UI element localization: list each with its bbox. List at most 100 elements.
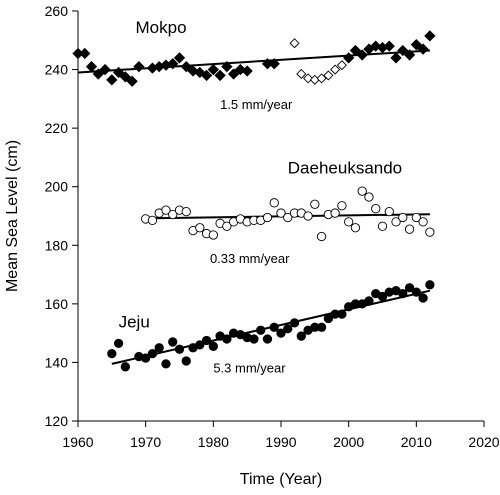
data-point-mokpo [221,61,233,73]
data-point-jeju [411,287,421,297]
data-point-daeheuksando [404,224,415,234]
data-point-jeju [174,344,185,354]
data-point-jeju [195,340,205,350]
data-point-mokpo [126,75,138,87]
data-point-mokpo [85,61,98,73]
data-point-jeju [208,341,218,351]
data-point-mokpo [167,58,179,70]
data-point-daeheuksando [371,204,381,214]
x-tick-label: 2000 [333,434,364,450]
data-point-jeju [283,324,293,334]
data-point-daeheuksando [276,208,286,218]
data-point-daeheuksando [147,215,158,226]
data-point-mokpo [383,40,395,52]
data-point-mokpo-open [296,68,307,80]
data-point-jeju [222,334,232,344]
data-point-mokpo [119,71,132,83]
data-point-daeheuksando [269,198,279,208]
data-point-mokpo [241,65,253,77]
data-point-daeheuksando [411,212,421,223]
data-point-mokpo [349,44,362,57]
data-point-daeheuksando [377,221,388,231]
data-point-daeheuksando [168,209,178,220]
data-point-daeheuksando [398,212,408,223]
rate-label-jeju: 5.3 mm/year [213,361,286,376]
data-point-mokpo-open [316,73,327,84]
data-point-jeju [316,322,327,332]
data-point-mokpo [343,52,355,64]
y-tick-label: 140 [45,354,69,370]
data-point-daeheuksando [262,212,273,223]
data-point-daeheuksando [310,199,320,209]
y-tick-label: 120 [45,413,69,429]
series-labels: Mokpo 1.5 mm/year Daeheuksando 0.33 mm/y… [119,18,403,376]
data-point-jeju [398,288,408,299]
y-tick-label: 180 [45,237,69,253]
series-mokpo-open [289,38,347,85]
data-point-jeju [418,293,428,303]
axes: 1960 1970 1980 1990 2000 2010 2020 120 140 160 18… [45,3,500,450]
data-point-jeju [276,328,286,338]
data-point-jeju [262,334,273,344]
data-point-mokpo [397,44,409,57]
data-point-jeju [107,348,117,359]
data-point-daeheuksando [384,206,394,217]
x-tick-label: 2010 [401,434,432,450]
series-label-daeheuksando: Daeheuksando [288,159,402,178]
data-point-jeju [256,325,266,335]
data-point-mokpo [112,66,125,79]
data-point-daeheuksando [330,208,340,218]
data-point-mokpo [79,47,91,60]
data-point-mokpo [410,39,422,51]
data-point-daeheuksando [357,186,367,196]
data-point-mokpo-open [323,70,334,81]
data-point-mokpo [180,61,192,73]
data-point-jeju [120,362,131,372]
trend-line-mokpo [77,49,430,74]
data-point-daeheuksando [391,217,401,227]
data-point-daeheuksando [283,212,293,223]
data-point-daeheuksando [418,217,428,227]
data-point-mokpo-open [330,64,341,75]
data-point-daeheuksando [161,205,171,215]
data-point-jeju [249,334,259,344]
data-point-jeju [296,331,306,341]
data-point-mokpo-open [289,38,300,49]
series-jeju [107,280,435,372]
data-point-daeheuksando [364,192,374,202]
data-point-jeju [113,338,124,349]
data-point-daeheuksando [303,211,313,221]
data-point-mokpo [417,43,429,55]
data-point-mokpo [207,63,219,76]
series-daeheuksando [141,186,435,242]
data-point-daeheuksando [337,201,347,211]
x-axis-ticks: 1960 1970 1980 1990 2000 2010 2020 [62,421,500,450]
data-point-daeheuksando [425,227,435,237]
data-point-jeju [404,283,415,293]
data-point-mokpo [356,49,368,61]
data-point-jeju [425,280,435,290]
x-tick-label: 2020 [468,434,499,450]
data-point-jeju [323,313,334,324]
plot-area [72,30,436,372]
data-point-daeheuksando [208,230,218,240]
data-point-daeheuksando [344,217,354,227]
y-axis-title: Mean Sea Level (cm) [4,140,21,292]
data-point-daeheuksando [350,223,361,233]
data-point-mokpo [173,52,186,64]
x-tick-label: 1970 [130,434,161,450]
y-tick-label: 260 [45,3,69,19]
y-tick-label: 200 [45,179,69,195]
rate-label-daeheuksando: 0.33 mm/year [210,251,290,266]
data-point-mokpo [133,61,145,73]
y-tick-label: 160 [45,296,69,312]
data-point-mokpo [92,68,104,80]
series-mokpo [72,30,436,87]
x-tick-label: 1980 [198,434,229,450]
y-axis-ticks: 120 140 160 180 200 220 240 260 [45,3,78,429]
data-point-daeheuksando [316,231,327,242]
data-point-mokpo [424,30,436,42]
data-point-jeju [269,322,279,332]
data-point-mokpo [227,68,240,80]
